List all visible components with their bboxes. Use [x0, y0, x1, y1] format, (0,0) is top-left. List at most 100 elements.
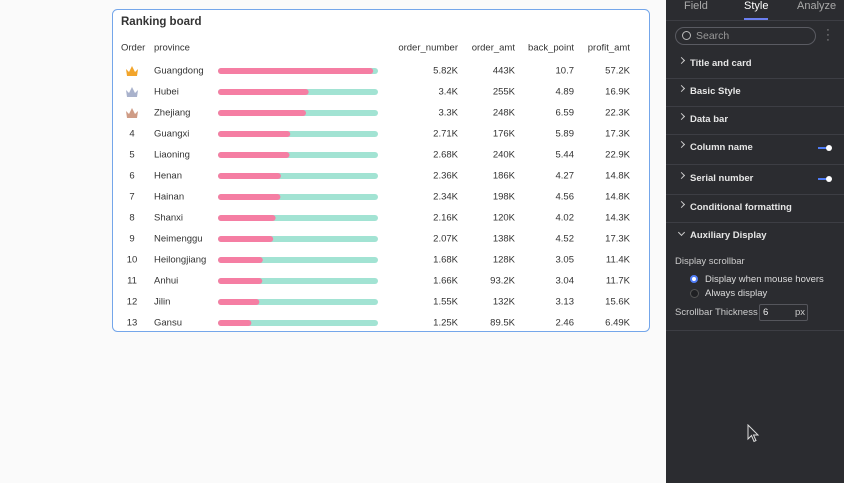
data-bar [218, 131, 291, 137]
order-amt: 132K [493, 297, 516, 308]
data-bar [218, 215, 276, 221]
order-amt: 89.5K [490, 318, 515, 329]
profit-amt: 14.8K [605, 171, 630, 182]
province: Gansu [154, 318, 182, 329]
back-point: 10.7 [556, 66, 575, 77]
province: Liaoning [154, 150, 190, 161]
scrollbar-label: Display scrollbar [675, 256, 745, 267]
back-point: 3.13 [556, 297, 575, 308]
section-title[interactable]: Serial number [690, 173, 754, 184]
order-number: 4 [129, 129, 134, 140]
data-bar [218, 152, 290, 158]
order-number-value: 2.34K [433, 192, 458, 203]
more-menu[interactable]: · · · [826, 24, 830, 46]
search-icon [682, 31, 691, 40]
radio-label[interactable]: Always display [705, 288, 768, 299]
section-title[interactable]: Data bar [690, 114, 729, 125]
chevron [677, 112, 686, 121]
order-number-value: 1.55K [433, 297, 458, 308]
thickness-input[interactable] [759, 304, 808, 321]
crown-shape [126, 66, 138, 76]
section-title[interactable]: Auxiliary Display [690, 230, 767, 241]
province: Heilongjiang [154, 255, 206, 266]
back-point: 4.52 [556, 234, 575, 245]
profit-amt: 16.9K [605, 87, 630, 98]
profit-amt: 15.6K [605, 297, 630, 308]
section-divider [666, 134, 844, 135]
order-number: 7 [129, 192, 134, 203]
data-bar [218, 68, 374, 74]
province: Henan [154, 171, 182, 182]
chevron [677, 228, 686, 237]
rank-crown [126, 108, 138, 118]
data-bar [218, 89, 309, 95]
data-bar [218, 320, 252, 326]
order-amt: 138K [493, 234, 516, 245]
order-number-value: 2.16K [433, 213, 458, 224]
tab[interactable]: Style [744, 0, 769, 12]
profit-amt: 14.8K [605, 192, 630, 203]
tab-divider [666, 20, 844, 21]
order-amt: 198K [493, 192, 516, 203]
rank-crown [126, 66, 138, 76]
column-header: Order [121, 43, 145, 54]
column-header: back_point [528, 43, 574, 54]
section-divider [666, 222, 844, 223]
back-point: 2.46 [556, 318, 575, 329]
back-point: 3.05 [556, 255, 575, 266]
section-title[interactable]: Basic Style [690, 86, 741, 97]
profit-amt: 17.3K [605, 234, 630, 245]
ranking-card: Ranking board Order province order_number o… [112, 9, 650, 332]
crown-shape [126, 108, 138, 118]
tab-underline [744, 18, 768, 20]
back-point: 6.59 [556, 108, 575, 119]
order-number: 6 [129, 171, 134, 182]
toggle-track[interactable] [818, 147, 830, 149]
order-amt: 186K [493, 171, 516, 182]
data-bar [218, 299, 260, 305]
rank-crown [126, 87, 138, 97]
order-number: 13 [127, 318, 138, 329]
search-placeholder: Search [696, 30, 730, 42]
data-bar [218, 278, 263, 284]
province: Guangdong [154, 66, 204, 77]
province: Neimenggu [154, 234, 203, 245]
order-amt: 248K [493, 108, 516, 119]
order-number-value: 3.3K [438, 108, 458, 119]
chevron [677, 171, 686, 180]
order-amt: 128K [493, 255, 516, 266]
toggle-knob [826, 145, 832, 151]
province: Shanxi [154, 213, 183, 224]
section-title[interactable]: Column name [690, 142, 753, 153]
tab[interactable]: Field [684, 0, 708, 12]
order-number-value: 2.68K [433, 150, 458, 161]
radio[interactable] [690, 289, 699, 298]
province: Hubei [154, 87, 179, 98]
province: Jilin [154, 297, 170, 308]
chevron [677, 84, 686, 93]
profit-amt: 11.7K [606, 276, 631, 287]
toggle-track[interactable] [818, 178, 830, 180]
profit-amt: 57.2K [605, 66, 630, 77]
section-title[interactable]: Title and card [690, 58, 752, 69]
data-bar [218, 173, 281, 179]
column-header: province [154, 43, 190, 54]
back-point: 5.44 [556, 150, 575, 161]
province: Guangxi [154, 129, 189, 140]
order-number-value: 3.4K [438, 87, 458, 98]
province: Anhui [154, 276, 178, 287]
order-number: 5 [129, 150, 134, 161]
style-panel: Field Style Analyze Search · · · Title and card… [666, 0, 844, 483]
order-amt: 120K [493, 213, 516, 224]
section-title[interactable]: Conditional formatting [690, 202, 792, 213]
order-amt: 93.2K [490, 276, 515, 287]
order-amt: 176K [493, 129, 516, 140]
radio-label[interactable]: Display when mouse hovers [705, 274, 824, 285]
tab[interactable]: Analyze [797, 0, 837, 12]
thickness-value: 6 [763, 307, 769, 318]
chevron [677, 140, 686, 149]
province: Hainan [154, 192, 184, 203]
radio[interactable] [690, 275, 698, 283]
search-box[interactable] [675, 27, 816, 45]
